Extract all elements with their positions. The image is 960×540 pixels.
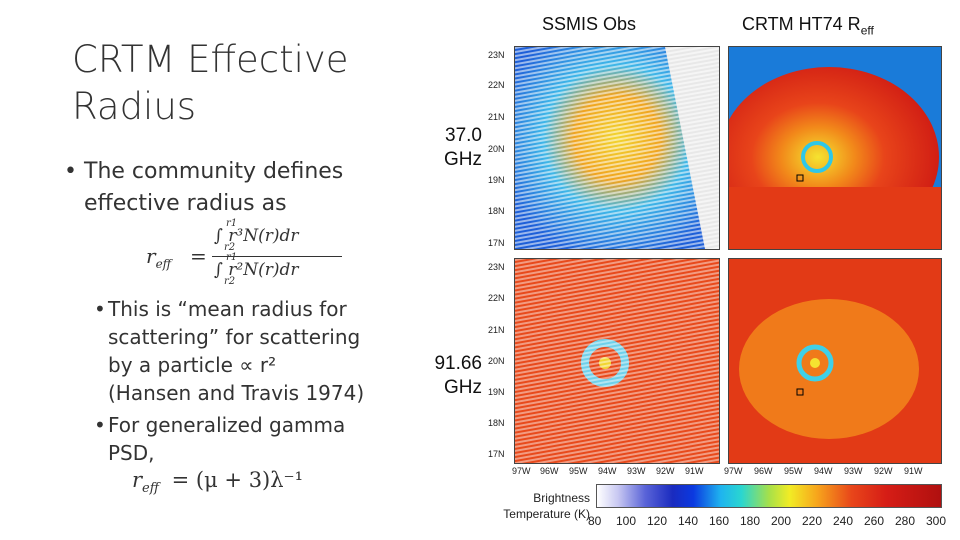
lon-tick: 91W (685, 466, 704, 476)
lon-tick: 97W (512, 466, 531, 476)
colorbar-tick: 80 (588, 514, 602, 528)
lon-tick: 94W (814, 466, 833, 476)
lat-tick: 23N (488, 50, 505, 60)
sub-bullet-dot: • (94, 413, 106, 437)
lon-tick: 91W (904, 466, 923, 476)
lon-tick: 95W (569, 466, 588, 476)
equation-lower-limit: r2 (224, 242, 236, 253)
lat-tick: 17N (488, 449, 505, 459)
colorbar-tick: 200 (771, 514, 792, 528)
lon-tick: 95W (784, 466, 803, 476)
colorbar-tick: 280 (895, 514, 916, 528)
lon-tick: 93W (844, 466, 863, 476)
column-heading-obs: SSMIS Obs (542, 14, 637, 34)
colorbar-tick: 300 (926, 514, 947, 528)
colorbar-label: Brightness Temperature (K) (503, 491, 590, 521)
lon-tick: 96W (754, 466, 773, 476)
lon-tick: 93W (627, 466, 646, 476)
colorbar-tick: 240 (833, 514, 854, 528)
sub-bullet-line: scattering” for scattering (108, 325, 361, 349)
lat-tick: 22N (488, 293, 505, 303)
equation-upper-limit-2: r1 (226, 252, 238, 263)
lat-tick: 21N (488, 112, 505, 122)
effective-radius-equation: reff = ∫ r³N(r)dr r1 r2 ∫ r²N(r)dr r1 r2 (146, 218, 346, 292)
sub-bullet-line: This is “mean radius for (108, 297, 347, 321)
bullet-dot: • (64, 159, 77, 184)
fraction-bar (212, 256, 342, 257)
sub-bullet-line: For generalized gamma (108, 413, 346, 437)
lat-tick: 22N (488, 80, 505, 90)
sub-bullet-dot: • (94, 297, 106, 321)
colorbar-tick: 120 (647, 514, 668, 528)
model-37ghz-image (729, 47, 941, 249)
sub-bullet-line: PSD, (108, 441, 155, 465)
panel-model-91ghz (728, 258, 942, 464)
lon-tick: 92W (656, 466, 675, 476)
equation-lhs: reff (146, 244, 172, 271)
colorbar (596, 484, 942, 508)
equation-equals: = (190, 244, 207, 268)
colorbar-tick: 100 (616, 514, 637, 528)
row-label-37ghz: 37.0 GHz (444, 125, 482, 170)
lat-tick: 21N (488, 325, 505, 335)
row-label-91ghz: 91.66 GHz (434, 353, 482, 398)
sub-bullet-mean-radius: • This is “mean radius for scattering” f… (94, 295, 408, 407)
lon-tick: 92W (874, 466, 893, 476)
colorbar-tick: 140 (678, 514, 699, 528)
bullet-definition-text: The community defines effective radius a… (84, 159, 344, 216)
obs-37ghz-image (515, 47, 719, 249)
panel-model-37ghz (728, 46, 942, 250)
colorbar-tick: 180 (740, 514, 761, 528)
lat-tick: 18N (488, 206, 505, 216)
colorbar-tick: 160 (709, 514, 730, 528)
lat-tick: 20N (488, 144, 505, 154)
sub-bullet-line: (Hansen and Travis 1974) (108, 381, 365, 405)
panel-obs-91ghz (514, 258, 720, 464)
panel-obs-37ghz (514, 46, 720, 250)
obs-91ghz-image (515, 259, 719, 463)
equation-numerator: ∫ r³N(r)dr (214, 226, 299, 246)
lat-tick: 19N (488, 387, 505, 397)
slide-title: CRTM Effective Radius (72, 38, 349, 128)
lat-tick: 19N (488, 175, 505, 185)
equation-upper-limit: r1 (226, 218, 238, 229)
model-91ghz-image (729, 259, 941, 463)
lat-tick: 23N (488, 262, 505, 272)
lat-tick: 18N (488, 418, 505, 428)
bullet-definition: • The community defines effective radius… (64, 156, 402, 220)
lon-tick: 96W (540, 466, 559, 476)
lon-tick: 97W (724, 466, 743, 476)
sub-bullet-line: by a particle ∝ r² (108, 353, 277, 377)
lat-tick: 17N (488, 238, 505, 248)
sub-bullet-gamma-psd: • For generalized gamma PSD, (94, 411, 408, 467)
colorbar-tick: 260 (864, 514, 885, 528)
equation-lower-limit-2: r2 (224, 276, 236, 287)
gamma-psd-formula: reff = (μ + 3)λ⁻¹ (132, 468, 304, 497)
equation-denominator: ∫ r²N(r)dr (214, 260, 299, 280)
colorbar-tick: 220 (802, 514, 823, 528)
lon-tick: 94W (598, 466, 617, 476)
lat-tick: 20N (488, 356, 505, 366)
column-heading-model: CRTM HT74 Reff (742, 14, 874, 38)
